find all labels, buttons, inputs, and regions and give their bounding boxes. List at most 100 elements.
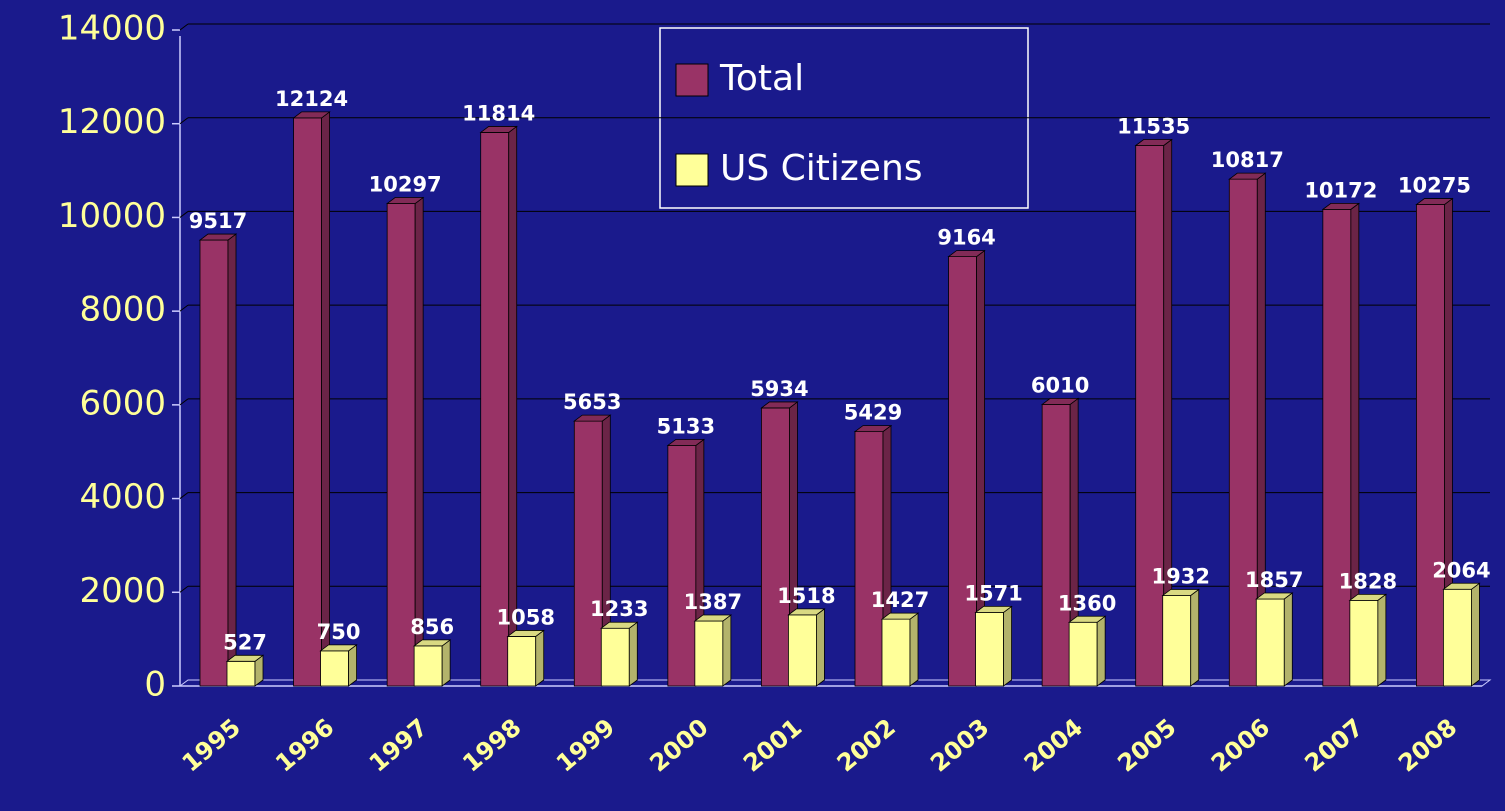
x-tick-label: 1995 (177, 713, 246, 777)
bar (600, 621, 639, 687)
bar-face (413, 645, 443, 687)
bar-face (1228, 172, 1267, 180)
data-label: 5133 (657, 414, 715, 438)
data-label: 1427 (871, 588, 929, 612)
data-label: 5429 (844, 401, 902, 425)
data-label: 1932 (1151, 564, 1209, 588)
y-tick-label: 12000 (58, 102, 166, 142)
bar (974, 605, 1013, 687)
bar (1067, 615, 1107, 687)
bar-face (1283, 592, 1293, 687)
bar-face (227, 233, 237, 687)
data-label: 1058 (496, 605, 554, 629)
bar-face (974, 605, 1013, 613)
bar-face (1135, 145, 1165, 687)
bar-face (226, 660, 256, 687)
bar (1134, 138, 1173, 687)
grid-line (179, 585, 189, 593)
x-tick-label: 2004 (1019, 713, 1088, 777)
bar (506, 629, 545, 687)
data-label: 1571 (964, 581, 1022, 605)
bar-face (1349, 599, 1379, 687)
data-label: 1518 (777, 584, 835, 608)
bar-face (199, 239, 229, 687)
y-tick-label: 6000 (79, 383, 166, 423)
bar-face (1162, 595, 1192, 687)
grid-line (179, 117, 189, 125)
bar-face (1040, 397, 1080, 405)
bar-face (320, 650, 349, 687)
bar-face (441, 639, 451, 687)
x-tick-label: 2003 (925, 713, 994, 777)
bar-face (881, 618, 911, 687)
data-label: 1857 (1245, 568, 1303, 592)
bar-face (1067, 615, 1107, 623)
x-tick-label: 2007 (1300, 713, 1369, 777)
bar-face (385, 197, 425, 204)
bar-face (508, 125, 518, 687)
bar (787, 608, 826, 687)
bar-face (573, 414, 612, 422)
bar (1255, 592, 1294, 687)
bar-face (1442, 582, 1481, 590)
legend-label: Total (719, 58, 804, 99)
bar-face (1416, 204, 1445, 687)
bar-face (1415, 198, 1454, 205)
bar-face (225, 654, 265, 662)
data-label: 1387 (684, 590, 742, 614)
data-label: 10172 (1304, 178, 1377, 202)
bar-face (1255, 598, 1285, 687)
x-tick-label: 1998 (457, 713, 526, 777)
bar-face (319, 644, 358, 652)
bar-face (788, 614, 817, 687)
bar-face (412, 639, 452, 647)
data-label: 12124 (275, 87, 348, 111)
x-tick-label: 2001 (738, 713, 807, 777)
grid-line (179, 398, 189, 406)
data-label: 2064 (1432, 558, 1490, 582)
bar-face (535, 629, 545, 687)
bar (198, 233, 238, 687)
data-label: 6010 (1031, 373, 1089, 397)
bar (573, 414, 612, 687)
x-tick-label: 2006 (1206, 713, 1275, 777)
bar-face (1161, 589, 1200, 596)
bar-face (600, 627, 630, 687)
data-label: 9164 (937, 226, 995, 250)
data-label: 10297 (369, 173, 442, 197)
bar-face (321, 111, 330, 687)
bar-face (694, 620, 724, 687)
bar (1415, 197, 1454, 687)
bar-face (1377, 593, 1387, 687)
y-tick-label: 2000 (79, 571, 166, 611)
bar (880, 612, 920, 687)
legend-swatch (675, 63, 709, 97)
x-tick-label: 1999 (551, 713, 620, 777)
bar-face (1443, 588, 1472, 687)
bar-face (573, 420, 603, 687)
bar (385, 196, 425, 687)
bar (947, 249, 986, 687)
bar (760, 401, 799, 687)
bar-face (1321, 202, 1361, 210)
bar-face (947, 250, 986, 258)
data-label: 856 (410, 615, 454, 639)
grid-line (179, 304, 189, 312)
bar-face (816, 608, 825, 687)
grid-line (179, 23, 189, 31)
bar-face (507, 636, 537, 687)
bar-face (1190, 588, 1200, 687)
bar (319, 644, 358, 687)
bar-face (1096, 615, 1106, 687)
bar-face (1322, 208, 1352, 687)
bar-face (880, 612, 920, 620)
bar (1442, 582, 1481, 687)
bar-face (1003, 605, 1012, 687)
bar-face (1134, 139, 1173, 146)
bar (479, 125, 518, 687)
data-label: 750 (317, 620, 361, 644)
bar-face (761, 407, 790, 687)
bar (412, 639, 452, 687)
y-tick-label: 14000 (58, 9, 166, 49)
bar-face (948, 256, 977, 687)
